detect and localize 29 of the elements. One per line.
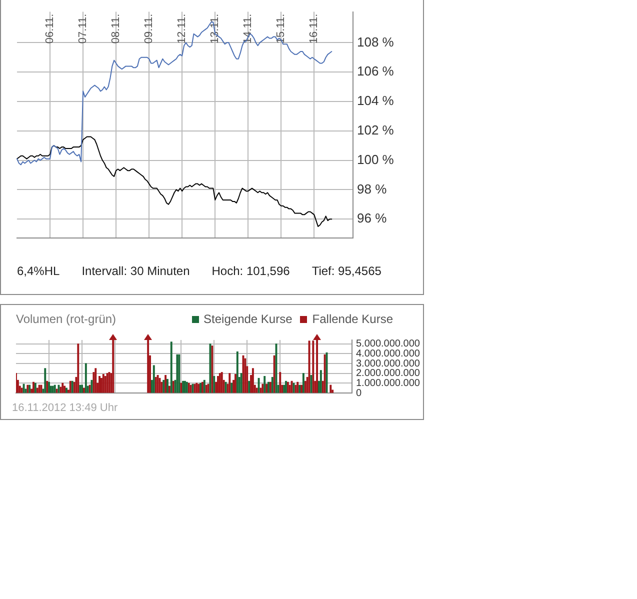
- y-tick-label: 1.000.000.000: [356, 378, 420, 389]
- y-tick-label: 4.000.000.000: [356, 348, 420, 360]
- text: Hoch: 101,596: [212, 264, 290, 278]
- y-tick-label: 0: [356, 388, 362, 399]
- x-tick-label: 12.11.: [176, 14, 188, 44]
- x-tick-label: 16.11.: [308, 14, 320, 44]
- y-tick-label: 96 %: [357, 210, 388, 226]
- x-tick-label: 15.11.: [275, 14, 288, 44]
- y-tick-label: 106 %: [357, 64, 394, 79]
- text: 6,4%HL: [17, 264, 60, 278]
- text: Intervall: 30 Minuten: [82, 264, 190, 278]
- x-tick-label: 09.11.: [143, 14, 156, 44]
- text: Tief: 95,4565: [312, 264, 382, 278]
- x-tick-label: 08.11.: [110, 14, 122, 44]
- y-tick-label: 108 %: [357, 34, 394, 50]
- x-tick-label: 06.11.: [44, 14, 56, 44]
- y-tick-label: 2.000.000.000: [356, 368, 420, 380]
- y-tick-label: 100 %: [357, 152, 394, 167]
- y-tick-label: 104 %: [357, 93, 394, 108]
- chart-title: Volumen (rot-grün): [16, 312, 116, 326]
- x-tick-label: 13.11.: [209, 14, 222, 44]
- legend-label: Fallende Kurse: [312, 312, 393, 326]
- y-tick-label: 98 %: [357, 181, 388, 196]
- y-tick-label: 102 %: [357, 122, 394, 138]
- x-tick-label: 07.11.: [77, 14, 90, 44]
- text: 16.11.2012 13:49 Uhr: [12, 402, 118, 414]
- y-tick-label: 5.000.000.000: [356, 338, 420, 350]
- y-tick-label: 3.000.000.000: [356, 358, 420, 370]
- legend-label: Steigende Kurse: [204, 312, 292, 326]
